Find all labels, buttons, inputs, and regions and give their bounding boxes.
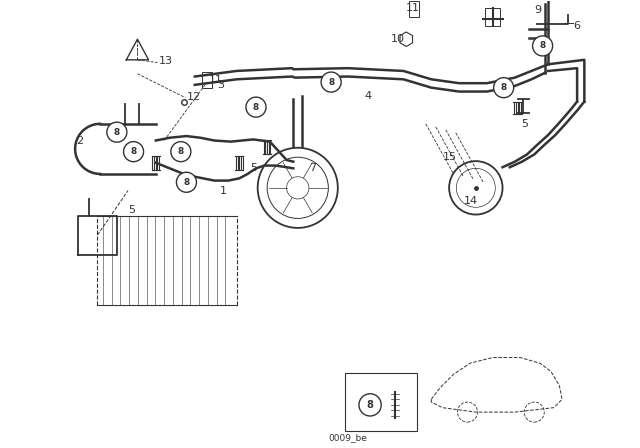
Text: 5: 5	[522, 119, 529, 129]
Text: 6: 6	[573, 22, 580, 31]
Text: 5: 5	[250, 164, 257, 173]
Text: 8: 8	[540, 41, 546, 51]
Text: 10: 10	[391, 34, 405, 44]
Text: 8: 8	[367, 400, 374, 410]
Text: 1: 1	[220, 185, 227, 196]
Text: 8: 8	[183, 178, 189, 187]
Text: 15: 15	[442, 152, 456, 162]
Text: 8: 8	[131, 147, 137, 156]
Circle shape	[321, 72, 341, 92]
Circle shape	[177, 172, 196, 192]
Text: 2: 2	[76, 136, 83, 146]
Text: 14: 14	[463, 196, 477, 206]
Bar	[409, 1, 419, 17]
Text: 5: 5	[128, 205, 135, 215]
Text: 11: 11	[209, 75, 223, 86]
Text: 3: 3	[217, 80, 224, 90]
Text: 13: 13	[159, 56, 173, 66]
Circle shape	[532, 36, 552, 56]
Text: 11: 11	[406, 3, 420, 13]
Bar	[345, 373, 417, 431]
Text: 8: 8	[328, 78, 334, 86]
Text: 8: 8	[253, 103, 259, 112]
Text: 8: 8	[500, 83, 507, 92]
Text: 8: 8	[178, 147, 184, 156]
Text: 8: 8	[114, 128, 120, 137]
Circle shape	[359, 394, 381, 416]
Circle shape	[171, 142, 191, 162]
Bar	[485, 8, 500, 26]
Circle shape	[124, 142, 143, 162]
Text: !: !	[136, 48, 139, 54]
Circle shape	[107, 122, 127, 142]
Circle shape	[493, 78, 514, 98]
Text: 0009_be: 0009_be	[328, 433, 367, 442]
Circle shape	[246, 97, 266, 117]
Bar	[202, 72, 212, 88]
Text: 9: 9	[534, 5, 541, 15]
Text: 7: 7	[309, 164, 316, 173]
Text: 12: 12	[186, 92, 200, 102]
Text: 4: 4	[365, 91, 372, 101]
